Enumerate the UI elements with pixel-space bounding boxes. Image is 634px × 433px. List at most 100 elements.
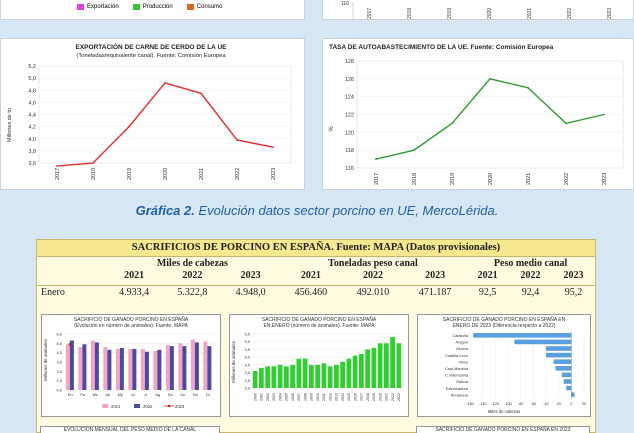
regional-category-label: C.Valenciana (445, 373, 469, 378)
export-ytick-label: 3,8 (28, 149, 36, 155)
january-bar (277, 364, 283, 388)
monthly-bar (153, 350, 158, 390)
january-xtick-label: 2017 (360, 393, 364, 401)
regional-category-label: Andalucía (451, 392, 469, 397)
selfsufficiency-chart-ylabel: % (329, 126, 335, 132)
monthly-bar (69, 340, 74, 390)
january-chart-ylabel: Millones de animales (231, 340, 236, 383)
monthly-bar (128, 348, 133, 390)
selfsufficiency-ytick-label: 126 (345, 77, 354, 83)
january-xtick-label: 2007 (297, 393, 301, 401)
monthly-xtick-label: Oc (180, 392, 185, 397)
january-xtick-label: 2004 (278, 393, 282, 401)
export-data-point (272, 146, 274, 149)
january-bar (390, 337, 395, 388)
monthly-ytick-label: 2,0 (56, 369, 62, 374)
remnant-year-label: 2022 (567, 8, 573, 19)
export-xtick-label: 2021 (199, 168, 205, 180)
regional-xtick-label: -100 (504, 402, 512, 406)
year-header: 2021 (477, 269, 498, 281)
top-left-chart-remnant: Exportación Producción Consumo (0, 0, 305, 20)
january-xtick-label: 2022 (391, 393, 395, 401)
regional-bar (546, 346, 572, 351)
regional-xtick-label: -120 (492, 402, 500, 406)
export-data-point (164, 82, 166, 84)
remnant-year-label: 2021 (527, 8, 533, 19)
remnant-year-label: 2020 (487, 8, 493, 19)
monthly-bar (194, 342, 199, 390)
monthly-chart: Millones de animales 0,0 1,0 2,0 3,0 4,0 5,0 6… (43, 332, 214, 409)
regional-bar (546, 352, 572, 358)
monthly-slaughter-chart-panel: SACRIFICIO DE GANADO PORCINO EN ESPAÑA (E… (41, 314, 221, 417)
monthly-xtick-label: En (68, 392, 73, 397)
monthly-bar (94, 342, 99, 390)
january-ytick-label: 2,0 (244, 386, 250, 391)
january-xtick-label: 2020 (378, 393, 382, 401)
january-slaughter-chart-panel: SACRIFICIO DE GANADO PORCINO EN ESPAÑA EN… (229, 314, 409, 417)
monthly-bar (169, 346, 174, 390)
january-bar (321, 363, 327, 388)
monthly-bar (190, 339, 195, 390)
bottom-left-title: EVOLUCIÓN MENSUAL DEL PESO MEDIO DE LA C… (63, 427, 197, 433)
january-ytick-label: 4,0 (244, 355, 250, 360)
regional-xtick-label: -60 (531, 402, 537, 406)
group-header: Miles de cabezas (156, 257, 228, 269)
regional-bar (563, 379, 572, 384)
monthly-legend-label: 2022 (143, 404, 153, 409)
january-bar (377, 343, 383, 388)
january-ytick-label: 3,5 (244, 362, 250, 367)
january-ytick-label: 2,5 (244, 378, 250, 383)
export-data-point (200, 92, 202, 95)
export-chart-panel: EXPORTACIÓN DE CARNE DE CERDO DE LA UE (… (0, 38, 305, 190)
selfsufficiency-xtick-label: 2023 (602, 173, 608, 185)
regional-xtick-label: 0 (570, 402, 572, 406)
table-cell: 95,2 (564, 286, 583, 298)
table-cell: 92,5 (478, 286, 497, 298)
top-right-chart-remnant: 116 2017 2018 2019 2020 2021 2022 2023 (322, 0, 634, 20)
january-ytick-label: 5,5 (244, 332, 250, 337)
monthly-bar (132, 348, 137, 390)
monthly-xtick-label: Ag (155, 392, 160, 397)
export-ytick-label: 5,0 (28, 76, 36, 82)
remnant-year-label: 2019 (447, 8, 453, 19)
selfsufficiency-xtick-label: 2022 (564, 173, 570, 185)
top-right-remnant-axis: 116 2017 2018 2019 2020 2021 2022 2023 (341, 1, 613, 20)
table-group-row: Miles de cabezas Toneladas peso canal Pe… (37, 257, 595, 269)
year-header: 2023 (240, 269, 261, 281)
regional-bar (514, 339, 572, 345)
january-xtick-label: 2016 (353, 393, 357, 401)
export-chart: EXPORTACIÓN DE CARNE DE CERDO DE LA UE (… (7, 42, 292, 180)
january-xtick-label: 2015 (347, 393, 351, 401)
table-cell: 4.933,4 (119, 286, 150, 298)
bottom-left-chart-remnant: EVOLUCIÓN MENSUAL DEL PESO MEDIO DE LA C… (40, 426, 220, 433)
january-bar (359, 354, 364, 388)
monthly-bar (82, 344, 87, 390)
row-label: Enero (41, 286, 65, 298)
monthly-bar (157, 349, 162, 390)
monthly-bar (140, 348, 145, 390)
regional-category-label: Cast-Mancha (445, 366, 469, 371)
january-xtick-label: 2012 (328, 393, 332, 401)
export-xtick-label: 2023 (271, 168, 277, 180)
january-bar (259, 367, 264, 388)
monthly-xtick-label: Jn (131, 392, 135, 397)
caption-label: Gráfica 2. (135, 203, 195, 218)
january-xtick-label: 2013 (335, 393, 339, 401)
export-ytick-label: 3,6 (28, 161, 36, 167)
january-bar (340, 361, 345, 388)
table-cell: 492.010 (356, 286, 390, 298)
selfsufficiency-data-point (565, 122, 567, 125)
export-data-point (236, 139, 238, 141)
regional-xtick-label: -80 (518, 402, 524, 406)
monthly-bar (144, 351, 149, 390)
january-bar (271, 366, 277, 388)
export-ytick-label: 4,4 (28, 113, 36, 119)
table-row: Enero 4.933,4 5.322,8 4.948,0 456.460 49… (37, 286, 595, 299)
january-xtick-label: 2018 (366, 393, 370, 401)
january-xtick-label: 2021 (385, 393, 389, 401)
selfsufficiency-data-point (375, 158, 377, 160)
regional-chart-xlabel: Miles de cabezas (488, 409, 520, 414)
export-ytick-label: 4,8 (28, 88, 36, 94)
monthly-legend-marker-icon (167, 404, 171, 408)
regional-category-label: Otros (458, 359, 468, 364)
